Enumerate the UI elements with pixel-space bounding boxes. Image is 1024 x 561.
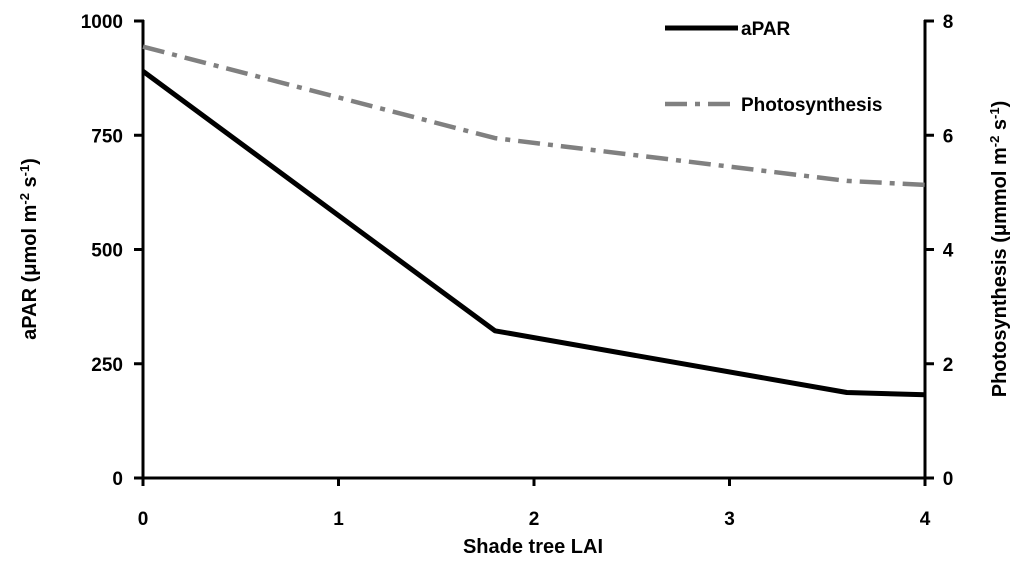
y-left-tick-label: 0 <box>112 469 123 490</box>
y-left-tick-label: 250 <box>91 355 123 376</box>
series-lines <box>141 44 926 398</box>
legend-label: aPAR <box>741 19 791 40</box>
x-tick-label: 3 <box>724 509 735 530</box>
legend: aPAR Photosynthesis <box>665 19 882 116</box>
tick-marks <box>134 19 934 486</box>
y-right-tick-label: 4 <box>943 241 954 262</box>
x-tick-label: 0 <box>138 509 149 530</box>
legend-label: Photosynthesis <box>741 95 882 116</box>
x-tick-label: 2 <box>529 509 540 530</box>
series-line-photosynthesis <box>142 44 926 188</box>
y-left-tick-label: 1000 <box>81 12 123 33</box>
axes <box>141 20 927 480</box>
y-right-tick-label: 6 <box>943 126 954 147</box>
y-right-tick-label: 0 <box>943 469 954 490</box>
y-right-tick-label: 2 <box>943 355 954 376</box>
y-left-tick-label: 500 <box>91 241 123 262</box>
x-axis-title: Shade tree LAI <box>463 536 603 558</box>
x-tick-label: 4 <box>920 509 931 530</box>
y-left-axis-title: aPAR (μmol m-2 s-1) <box>17 158 42 340</box>
y-right-axis-title: Photosynthesis (μmmol m-2 s-1) <box>987 101 1012 398</box>
series-line-apar <box>141 69 926 398</box>
x-tick-label: 1 <box>333 509 344 530</box>
y-left-tick-label: 750 <box>91 126 123 147</box>
y-right-tick-label: 8 <box>943 12 954 33</box>
